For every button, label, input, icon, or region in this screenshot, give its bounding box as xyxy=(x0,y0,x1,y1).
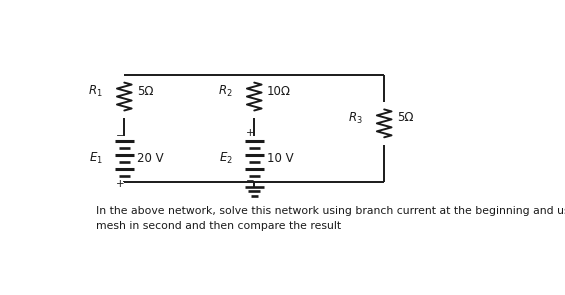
Text: 10Ω: 10Ω xyxy=(267,85,290,98)
Text: 5Ω: 5Ω xyxy=(137,85,153,98)
Text: +: + xyxy=(246,128,255,138)
Text: $R_3$: $R_3$ xyxy=(348,110,363,126)
Text: In the above network, solve this network using branch current at the beginning a: In the above network, solve this network… xyxy=(96,206,565,231)
Text: $E_1$: $E_1$ xyxy=(89,151,103,166)
Text: +: + xyxy=(116,178,125,189)
Text: $R_1$: $R_1$ xyxy=(88,83,103,99)
Text: 20 V: 20 V xyxy=(137,152,163,165)
Text: 10 V: 10 V xyxy=(267,152,293,165)
Text: −: − xyxy=(116,130,125,140)
Text: −: − xyxy=(246,176,255,186)
Text: $R_2$: $R_2$ xyxy=(218,83,233,99)
Text: 5Ω: 5Ω xyxy=(397,112,413,124)
Text: $E_2$: $E_2$ xyxy=(219,151,233,166)
